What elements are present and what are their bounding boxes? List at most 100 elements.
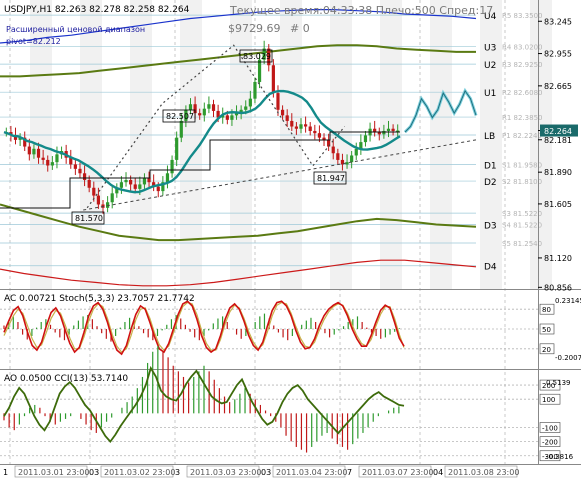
- time-axis-date-label: 2011.03.03 23:00: [190, 468, 261, 477]
- candle-body: [354, 148, 358, 156]
- candle-body: [327, 139, 331, 147]
- candle-body: [363, 135, 368, 143]
- time-axis-date-label: 2011.03.04 23:00: [276, 468, 347, 477]
- candle-body: [230, 115, 234, 120]
- time-axis-date-label: 2011.03.01 23:00: [18, 468, 89, 477]
- stoch-signal-line: [3, 301, 405, 353]
- pivot-level-faint-label: P1 82.2240: [502, 132, 542, 140]
- price-tick-label: 81.120: [544, 254, 572, 263]
- price-annotation-label: 82.507: [166, 112, 194, 121]
- candle-body: [78, 168, 82, 174]
- moving-average-line: [3, 89, 401, 194]
- candle-body: [267, 48, 271, 66]
- session-shade: [230, 0, 252, 289]
- current-price-tag: [540, 124, 578, 137]
- price-tick-label: 82.181: [544, 136, 572, 145]
- time-axis-date-box: [186, 465, 260, 478]
- time-axis-date-box: [14, 465, 88, 478]
- candle-body: [373, 128, 377, 133]
- pivot-level-lines: R5 83.3500 U4 R4 83.0200 U3 R3 82.9250 U2 R2 8…: [0, 12, 543, 273]
- pivot-level-faint-label: R4 83.0200: [502, 43, 543, 51]
- price-tick-label: 83.245: [544, 17, 572, 26]
- time-axis-date-box: [272, 465, 346, 478]
- candle-body: [253, 81, 257, 99]
- candle-body: [271, 65, 275, 94]
- candle-body: [115, 187, 119, 194]
- candle-body: [13, 135, 18, 140]
- pivot-level-faint-label: S5 81.2540: [502, 240, 542, 248]
- candle-body: [216, 110, 220, 118]
- price-annotation-box: [71, 211, 105, 225]
- price-annotation-box: [239, 49, 273, 63]
- session-shade: [180, 0, 202, 289]
- cci-level-box: [539, 422, 561, 433]
- candle-body: [257, 59, 262, 82]
- candle-body: [308, 126, 312, 131]
- time-axis-tick-label: 03: [261, 468, 271, 477]
- pivot-level-faint-label: S3 81.5220: [502, 210, 542, 218]
- stoch-level-label: 20: [542, 346, 551, 354]
- band-lines: [0, 9, 477, 287]
- candle-body: [50, 162, 54, 166]
- time-axis-date-box: [444, 465, 518, 478]
- stoch-level-box: [539, 303, 555, 315]
- candle-body: [322, 137, 326, 140]
- price-annotation-box: [313, 171, 347, 185]
- session-shade: [130, 0, 152, 289]
- pivot-level-faint-label: R1 82.3850: [502, 114, 543, 122]
- candle-body: [207, 104, 211, 109]
- forecast-line-core: [404, 89, 477, 133]
- time-axis[interactable]: 1 2011.03.01 23:00 03 2011.03.02 23:00 3 2011…: [3, 465, 519, 478]
- time-axis-date-box: [358, 465, 432, 478]
- ao-cci-panel[interactable]: 200 100 -100 -200 -300 0.5139 -0.3816: [0, 346, 574, 462]
- candle-body: [156, 186, 160, 192]
- candle-body: [285, 115, 289, 121]
- candle-body: [106, 202, 110, 208]
- price-tick-label: 81.890: [544, 168, 572, 177]
- cci-level-label: -200: [542, 439, 558, 447]
- pivot-level-faint-label: R3 82.9250: [502, 61, 543, 69]
- candle-body: [69, 157, 73, 165]
- time-axis-tick-label: 1: [3, 468, 8, 477]
- candle-body: [345, 162, 349, 165]
- candle-body: [239, 109, 243, 114]
- order-count-text: # 0: [290, 22, 310, 35]
- session-shade: [330, 0, 352, 289]
- time-axis-date-label: 2011.03.02 23:00: [104, 468, 175, 477]
- candles: [4, 40, 400, 214]
- cci-level-label: 100: [542, 396, 555, 404]
- session-shade: [430, 0, 452, 289]
- candle-body: [92, 187, 96, 196]
- stoch-level-label: 80: [542, 306, 551, 314]
- candle-body: [110, 193, 114, 203]
- current-price-label: 82.264: [544, 127, 572, 136]
- candle-body: [350, 155, 354, 163]
- candle-body: [294, 126, 298, 129]
- price-panel[interactable]: R5 83.3500 U4 R4 83.0200 U3 R3 82.9250 U2 R2 8…: [0, 9, 543, 287]
- candle-body: [299, 124, 303, 129]
- candle-body: [317, 133, 322, 138]
- candle-body: [221, 115, 225, 118]
- candle-body: [234, 113, 239, 116]
- pivot-level-faint-label: R5 83.3500: [502, 12, 543, 20]
- candle-body: [248, 98, 252, 107]
- candle-body: [32, 148, 36, 155]
- overlay-lines: [0, 44, 478, 211]
- time-axis-tick-label: 7: [347, 468, 352, 477]
- lower-band-line: [0, 259, 477, 287]
- candle-body: [27, 146, 31, 155]
- cci-level-box: [539, 450, 561, 462]
- candle-body: [244, 106, 248, 110]
- pivot-level-faint-label: R2 82.6080: [502, 89, 543, 97]
- candle-body: [87, 179, 91, 188]
- support-trendline: [83, 139, 477, 211]
- ac-stochastic-panel[interactable]: 80 50 20 0.23145 -0.20074: [0, 297, 581, 362]
- pivot-level-tag: U1: [484, 89, 496, 99]
- price-annotations: 83.029 82.507 81.570 81.947: [71, 49, 347, 225]
- candle-body: [175, 137, 179, 160]
- candle-body: [396, 130, 400, 133]
- time-axis-date-box: [100, 465, 174, 478]
